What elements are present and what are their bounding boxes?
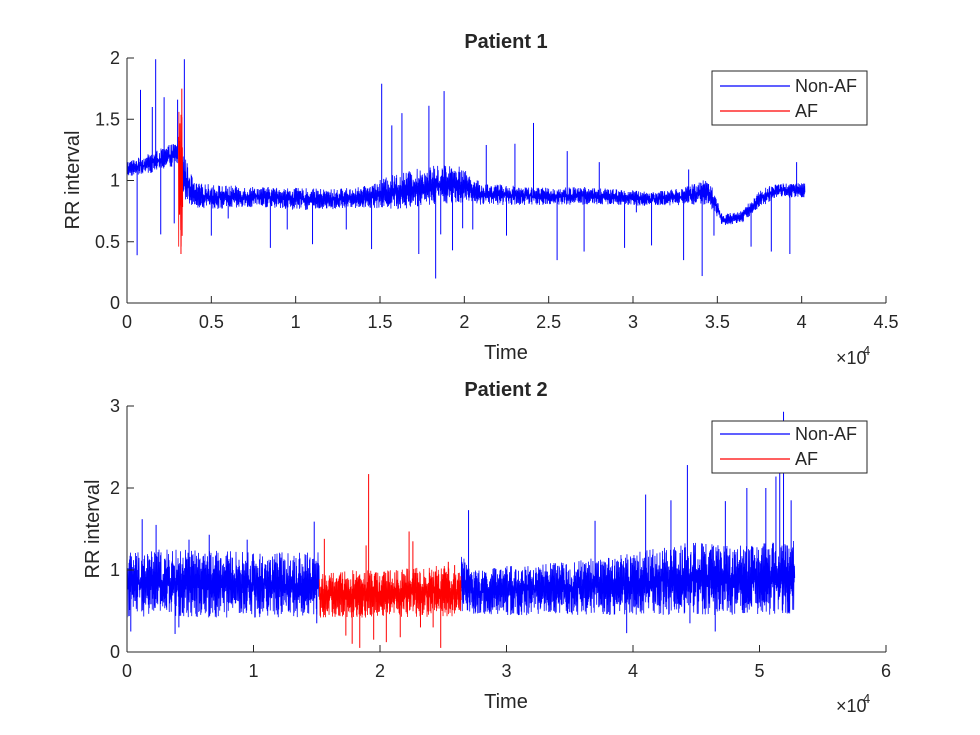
x-tick-label: 1.5 (367, 312, 392, 332)
x-tick-label: 3.5 (705, 312, 730, 332)
y-tick-label: 2 (110, 48, 120, 68)
y-axis-label: RR interval (82, 480, 104, 579)
x-multiplier-exponent: 4 (863, 343, 870, 358)
chart-title: Patient 2 (464, 379, 547, 401)
legend-label-af: AF (795, 101, 818, 121)
x-tick-label: 4 (797, 312, 807, 332)
x-tick-label: 4 (628, 661, 638, 681)
x-tick-label: 2 (375, 661, 385, 681)
series-non-af (126, 59, 806, 279)
plot-series-group (126, 59, 806, 279)
legend-box (711, 420, 868, 474)
series-segment (318, 565, 462, 618)
axes: 0 1 2 3 4 5 6 0 1 2 3 (110, 396, 891, 681)
y-tick-label: 1.5 (95, 109, 120, 129)
legend-label-af: AF (795, 449, 818, 469)
y-tick-label: 3 (110, 396, 120, 416)
y-tick-label: 1 (110, 560, 120, 580)
x-tick-label: 3 (628, 312, 638, 332)
x-multiplier: ×10 4 (836, 691, 870, 716)
x-tick-label: 2.5 (536, 312, 561, 332)
x-tick-label: 6 (881, 661, 891, 681)
chart-patient-2: Patient 2 0 1 2 3 4 5 6 0 1 2 3 Time RR interval ×… (82, 379, 891, 716)
y-tick-label: 0 (110, 293, 120, 313)
chart-patient-1: Patient 1 0 0.5 1 1.5 2 2.5 3 3.5 4 4.500.511.52 … (62, 31, 899, 368)
x-tick-label: 0 (122, 312, 132, 332)
y-axis-label: RR interval (62, 131, 84, 230)
x-multiplier-base: ×10 (836, 348, 867, 368)
x-multiplier-base: ×10 (836, 696, 867, 716)
series-segment (126, 144, 179, 176)
series-segment (126, 549, 320, 618)
x-tick-label: 0 (122, 661, 132, 681)
series-segment (182, 156, 806, 226)
x-tick-label: 2 (459, 312, 469, 332)
legend: Non-AF AF (711, 70, 868, 126)
legend-label-non-af: Non-AF (795, 76, 857, 96)
x-axis-label: Time (484, 691, 528, 713)
x-tick-label: 1 (248, 661, 258, 681)
series-af (178, 88, 184, 254)
series-af (318, 474, 462, 648)
y-tick-label: 2 (110, 478, 120, 498)
axes: 0 0.5 1 1.5 2 2.5 3 3.5 4 4.5 0 0.5 1 1.5 2 (95, 48, 899, 332)
legend-box (711, 70, 868, 126)
x-tick-label: 5 (754, 661, 764, 681)
x-axis-label: Time (484, 342, 528, 364)
y-tick-label: 0 (110, 642, 120, 662)
x-tick-label: 3 (501, 661, 511, 681)
x-multiplier-exponent: 4 (863, 691, 870, 706)
x-tick-label: 1 (291, 312, 301, 332)
legend-label-non-af: Non-AF (795, 424, 857, 444)
x-tick-label: 0.5 (199, 312, 224, 332)
y-tick-label: 0.5 (95, 232, 120, 252)
y-tick-label: 1 (110, 171, 120, 191)
legend: Non-AF AF (711, 420, 868, 474)
chart-title: Patient 1 (464, 31, 547, 53)
x-tick-label: 4.5 (873, 312, 898, 332)
series-segment (460, 541, 796, 616)
x-multiplier: ×10 4 (836, 343, 870, 368)
